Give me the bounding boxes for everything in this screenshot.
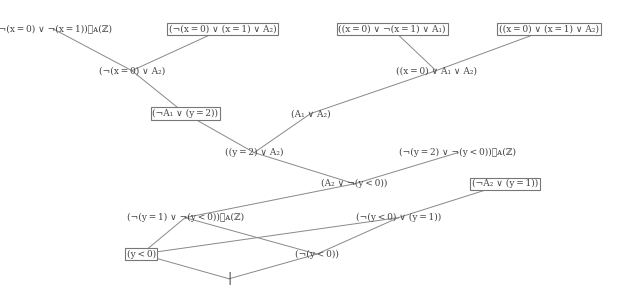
Text: ((x = 0) ∨ A₁ ∨ A₂): ((x = 0) ∨ A₁ ∨ A₂): [396, 66, 477, 75]
Text: (¬(x = 0) ∨ A₂): (¬(x = 0) ∨ A₂): [99, 66, 165, 75]
Text: ((x = 0) ∨ (x = 1) ∨ A₂): ((x = 0) ∨ (x = 1) ∨ A₂): [499, 25, 599, 34]
Text: (¬(x = 0) ∨ (x = 1) ∨ A₂): (¬(x = 0) ∨ (x = 1) ∨ A₂): [169, 25, 276, 34]
Text: (¬(y < 0) ∨ (y = 1)): (¬(y < 0) ∨ (y = 1)): [356, 213, 441, 222]
Text: (¬(y = 2) ∨ ¬(y < 0))ℒᴀ(ℤ): (¬(y = 2) ∨ ¬(y < 0))ℒᴀ(ℤ): [399, 148, 516, 157]
Text: ((x = 0) ∨ ¬(x = 1) ∨ A₁): ((x = 0) ∨ ¬(x = 1) ∨ A₁): [339, 25, 446, 34]
Text: (A₂ ∨ ¬(y < 0)): (A₂ ∨ ¬(y < 0)): [321, 179, 388, 188]
Text: (¬A₁ ∨ (y = 2)): (¬A₁ ∨ (y = 2)): [152, 109, 218, 118]
Text: (¬A₂ ∨ (y = 1)): (¬A₂ ∨ (y = 1)): [472, 179, 538, 188]
Text: (¬(y = 1) ∨ ¬(y < 0))ℒᴀ(ℤ): (¬(y = 1) ∨ ¬(y < 0))ℒᴀ(ℤ): [127, 213, 244, 222]
Text: (¬(x = 0) ∨ ¬(x = 1))ℒᴀ(ℤ): (¬(x = 0) ∨ ¬(x = 1))ℒᴀ(ℤ): [0, 25, 112, 34]
Text: (A₁ ∨ A₂): (A₁ ∨ A₂): [291, 109, 330, 118]
Text: (y < 0): (y < 0): [127, 250, 156, 259]
Text: (¬(y < 0)): (¬(y < 0)): [295, 250, 339, 259]
Text: |: |: [227, 272, 231, 285]
Text: ((y = 2) ∨ A₂): ((y = 2) ∨ A₂): [225, 148, 284, 157]
